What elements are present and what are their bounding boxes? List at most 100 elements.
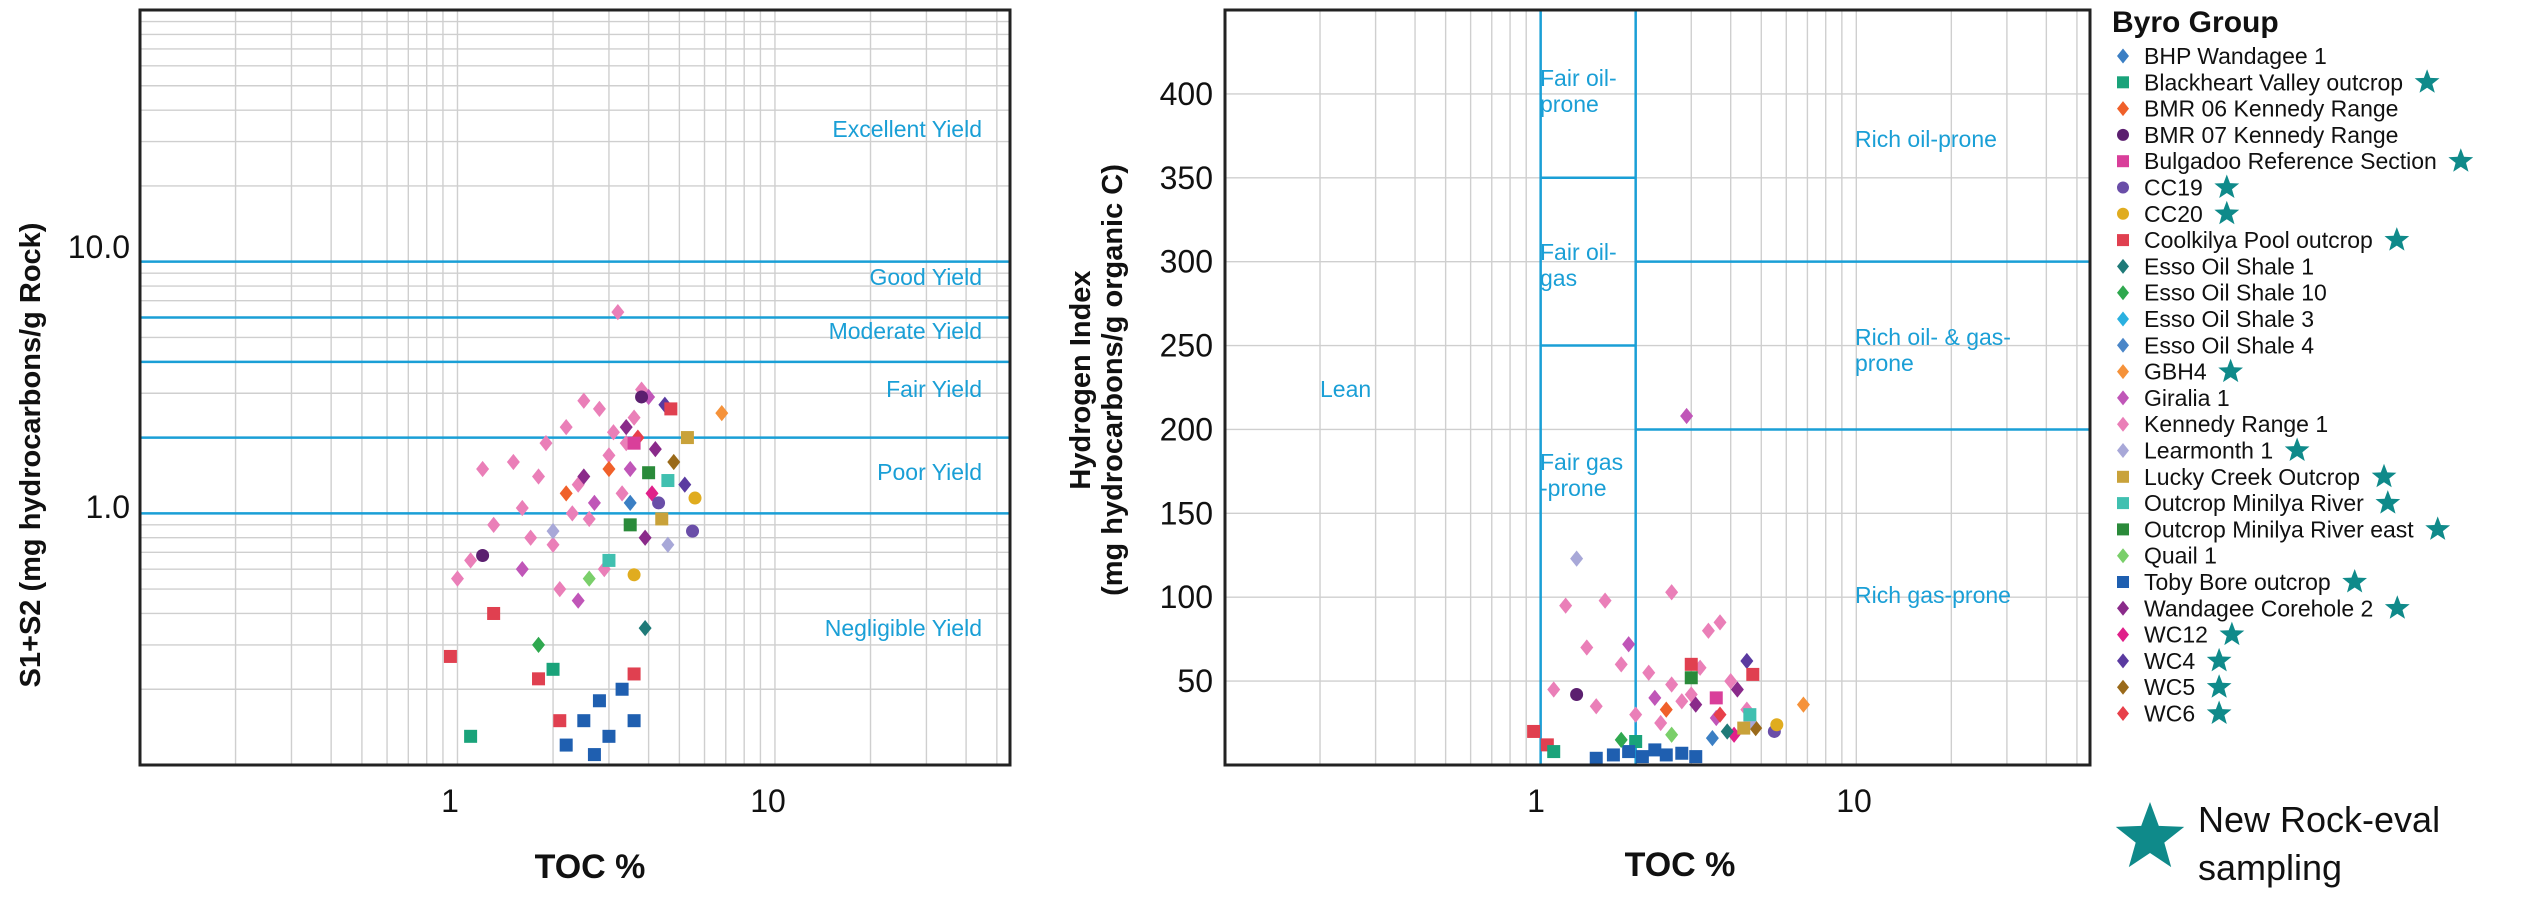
legend-item: Wandagee Corehole 2 xyxy=(2117,595,2410,621)
legend-label: Esso Oil Shale 4 xyxy=(2144,332,2314,358)
legend-marker xyxy=(2117,523,2129,536)
data-point xyxy=(1622,745,1636,759)
legend-label: Outcrop Minilya River east xyxy=(2144,516,2414,542)
data-point xyxy=(1606,748,1620,762)
data-point xyxy=(602,447,616,464)
data-point xyxy=(565,505,579,522)
data-point xyxy=(1659,701,1673,718)
legend-item: WC5 xyxy=(2117,674,2232,700)
legend-marker xyxy=(2117,443,2129,458)
zone-excellent-yield: Excellent Yield xyxy=(832,116,982,142)
data-point xyxy=(1684,671,1698,685)
zone-fair-oil-prone-line1: Fair oil- xyxy=(1540,65,1617,91)
data-point xyxy=(1642,664,1656,681)
legend-marker xyxy=(2117,470,2129,483)
data-point xyxy=(638,529,652,546)
y-tick-label: 1.0 xyxy=(86,489,130,525)
data-point xyxy=(1629,706,1643,723)
legend-marker xyxy=(2117,258,2129,274)
data-point xyxy=(553,580,567,598)
y-tick-label: 50 xyxy=(1177,663,1213,699)
legend-label: Esso Oil Shale 3 xyxy=(2144,306,2314,332)
data-point xyxy=(1654,714,1668,732)
data-point xyxy=(615,682,629,696)
legend-label: Learmonth 1 xyxy=(2144,438,2273,464)
data-point xyxy=(1570,688,1584,702)
data-point xyxy=(642,466,656,480)
legend-marker xyxy=(2117,76,2129,89)
new-sampling-star-icon xyxy=(2414,69,2440,93)
data-point xyxy=(1547,681,1561,698)
legend-title: Byro Group xyxy=(2112,6,2279,39)
legend-marker xyxy=(2117,311,2129,327)
legend-label: Toby Bore outcrop xyxy=(2144,569,2331,595)
zone-moderate-yield: Moderate Yield xyxy=(829,318,982,344)
legend-item: Giralia 1 xyxy=(2117,385,2230,411)
legend-marker xyxy=(2117,128,2129,141)
legend-item: Bulgadoo Reference Section xyxy=(2117,148,2474,174)
star-note-line1: New Rock-eval xyxy=(2198,799,2440,840)
legend-star-note xyxy=(2115,802,2185,868)
hi-chart: Lean Fair oil- prone Fair oil- gas Fair … xyxy=(1065,8,2092,884)
legend-marker xyxy=(2117,497,2129,510)
data-point xyxy=(1684,657,1698,671)
data-point xyxy=(1665,676,1679,693)
data-point xyxy=(476,548,490,562)
legend-item: Coolkilya Pool outcrop xyxy=(2117,227,2410,253)
data-point xyxy=(1680,407,1694,425)
new-sampling-star-icon xyxy=(2206,700,2232,724)
y-tick-label: 400 xyxy=(1160,76,1213,112)
y-tick-label: 300 xyxy=(1160,244,1213,280)
legend-item: BMR 07 Kennedy Range xyxy=(2117,122,2398,148)
legend-label: CC19 xyxy=(2144,175,2203,201)
data-point xyxy=(559,485,573,502)
new-sampling-star-icon xyxy=(2218,358,2243,383)
legend-label: GBH4 xyxy=(2144,359,2207,385)
data-point xyxy=(546,522,560,540)
data-point xyxy=(443,649,457,663)
legend-marker xyxy=(2117,390,2129,406)
zone-lean: Lean xyxy=(1320,376,1371,402)
legend-label: Esso Oil Shale 1 xyxy=(2144,253,2314,279)
data-point xyxy=(623,460,637,478)
data-point xyxy=(464,729,478,743)
data-point xyxy=(661,474,675,488)
new-sampling-star-icon xyxy=(2384,595,2410,619)
data-point xyxy=(582,510,596,528)
data-point xyxy=(1713,614,1727,631)
new-sampling-star-icon xyxy=(2284,437,2310,461)
data-point xyxy=(627,568,641,582)
data-point xyxy=(476,460,490,478)
data-point xyxy=(678,476,692,493)
data-point xyxy=(577,714,591,728)
data-point xyxy=(464,552,478,569)
data-point xyxy=(1770,718,1784,732)
zone-rich-gas-prone: Rich gas-prone xyxy=(1855,582,2011,608)
legend-label: WC12 xyxy=(2144,622,2208,648)
data-point xyxy=(1659,748,1673,762)
data-point xyxy=(1740,652,1754,670)
legend-item: Outcrop Minilya River xyxy=(2117,490,2401,516)
data-point xyxy=(623,494,637,512)
legend-item: WC4 xyxy=(2117,647,2232,674)
legend-item: WC12 xyxy=(2117,621,2245,648)
data-point xyxy=(587,494,601,512)
data-point xyxy=(1598,592,1612,609)
legend-item: Outcrop Minilya River east xyxy=(2117,516,2451,542)
hi-x-axis-title: TOC % xyxy=(1625,846,1736,884)
data-point xyxy=(577,468,591,485)
zone-rich-oil-gas-prone-line2: prone xyxy=(1855,350,1914,376)
new-sampling-star-icon xyxy=(2206,647,2232,672)
zone-negligible-yield: Negligible Yield xyxy=(825,615,982,641)
data-point xyxy=(506,453,520,471)
data-point xyxy=(1648,743,1662,757)
legend-marker xyxy=(2117,234,2129,247)
data-point xyxy=(524,529,538,546)
legend-marker xyxy=(2117,155,2129,168)
new-sampling-star-icon xyxy=(2214,174,2240,198)
new-sampling-star-icon xyxy=(2375,490,2401,514)
data-point xyxy=(515,499,529,517)
data-point xyxy=(1713,706,1727,723)
data-point xyxy=(615,485,629,502)
x-tick-label: 10 xyxy=(1836,783,1872,819)
